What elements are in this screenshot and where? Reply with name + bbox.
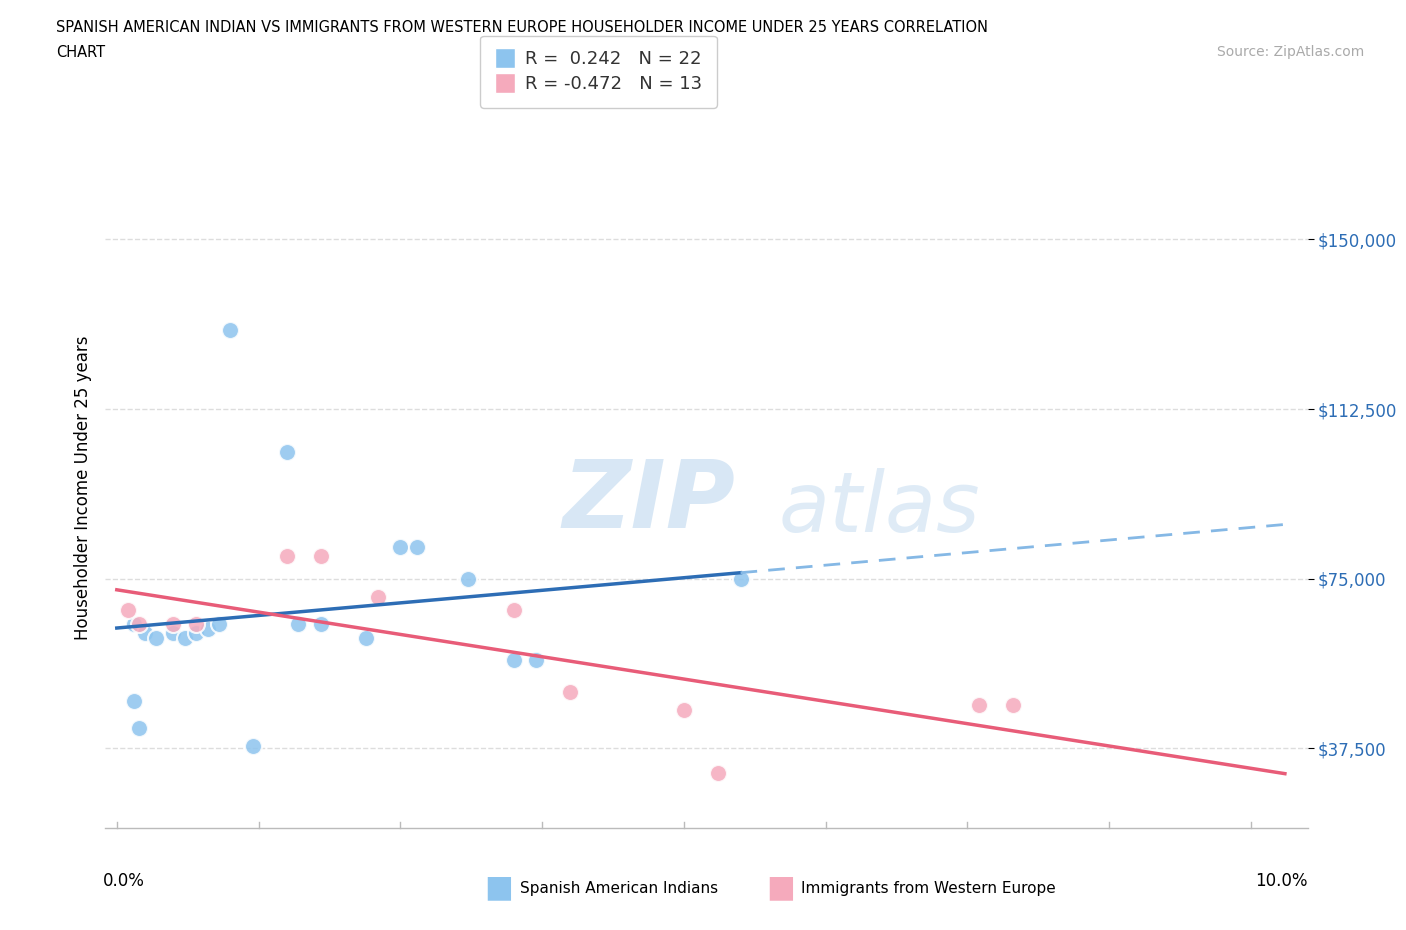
Point [1001,698,1024,713]
Text: SPANISH AMERICAN INDIAN VS IMMIGRANTS FROM WESTERN EUROPE HOUSEHOLDER INCOME UND: SPANISH AMERICAN INDIAN VS IMMIGRANTS FR… [56,20,988,35]
Point [162,617,184,631]
Point [287,617,309,631]
Point [967,698,990,713]
Point [173,631,195,645]
Text: Immigrants from Western Europe: Immigrants from Western Europe [801,881,1056,896]
Point [117,603,139,618]
Point [122,617,145,631]
Point [309,549,332,564]
Point [367,590,389,604]
Point [356,631,378,645]
Point [134,626,156,641]
Text: CHART: CHART [56,45,105,60]
Legend: R =  0.242   N = 22, R = -0.472   N = 13: R = 0.242 N = 22, R = -0.472 N = 13 [479,35,717,108]
Point [730,571,752,586]
Point [128,617,150,631]
Point [707,766,730,781]
Text: ■: ■ [766,873,794,903]
Point [389,539,412,554]
Point [128,721,150,736]
Point [276,445,298,459]
Point [145,631,167,645]
Point [526,653,548,668]
Point [309,617,332,631]
Point [197,621,219,636]
Point [186,617,208,631]
Text: 10.0%: 10.0% [1256,871,1308,890]
Point [457,571,479,586]
Text: atlas: atlas [779,468,980,549]
Point [122,694,145,709]
Y-axis label: Householder Income Under 25 years: Householder Income Under 25 years [73,336,91,641]
Point [406,539,429,554]
Text: 0.0%: 0.0% [103,871,145,890]
Text: Spanish American Indians: Spanish American Indians [520,881,718,896]
Text: ZIP: ZIP [562,456,735,548]
Point [560,684,582,699]
Point [162,626,184,641]
Point [502,603,524,618]
Text: Source: ZipAtlas.com: Source: ZipAtlas.com [1216,45,1364,59]
Point [672,702,695,717]
Point [276,549,298,564]
Point [219,323,242,338]
Point [502,653,524,668]
Text: ■: ■ [485,873,513,903]
Point [242,738,264,753]
Point [208,617,231,631]
Point [186,626,208,641]
